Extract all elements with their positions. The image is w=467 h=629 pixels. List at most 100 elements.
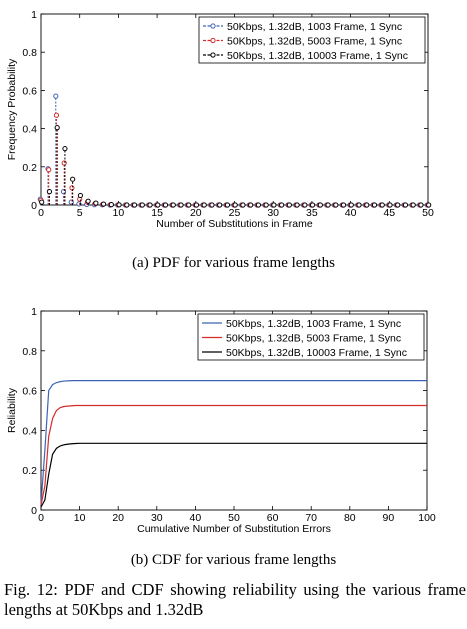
stem-marker (46, 167, 52, 173)
stem-marker (340, 202, 347, 208)
stem-marker (325, 202, 331, 208)
stem-marker (54, 125, 60, 131)
stem-marker (201, 202, 207, 208)
series-3 (40, 442, 427, 508)
legend-label: 50Kbps, 1.32dB, 5003 Frame, 1 Sync (226, 333, 401, 345)
stem-marker (193, 202, 200, 208)
cdf-chart: 0 10 20 30 40 50 60 70 80 90 100 0 0.2 0.4 0.6 0.8 1 Cumu… (6, 306, 436, 535)
stem-marker (410, 202, 416, 208)
legend-label: 50Kbps, 1.32dB, 1003 Frame, 1 Sync (226, 318, 401, 330)
x-tick-label: 40 (190, 512, 202, 524)
y-tick-label: 0.6 (22, 85, 37, 97)
x-tick-label: 0 (38, 512, 44, 524)
stem-marker (271, 202, 277, 208)
x-tick-label: 15 (151, 207, 163, 219)
series-line (40, 442, 427, 508)
y-tick-label: 0.8 (22, 346, 37, 358)
y-tick-label: 1 (31, 306, 37, 318)
y-tick-label: 0 (31, 505, 37, 517)
stem-marker (77, 192, 84, 199)
stem-marker (147, 202, 153, 208)
stem-marker (139, 202, 145, 208)
stem-marker (387, 202, 393, 208)
x-tick-label: 40 (345, 207, 357, 219)
legend-box (197, 313, 425, 361)
stem-marker (162, 202, 169, 208)
stem-marker (170, 202, 176, 208)
x-tick-label: 10 (113, 207, 125, 219)
stem-marker (101, 201, 107, 207)
y-tick-label: 0.4 (22, 124, 37, 136)
legend-label: 50Kbps, 1.32dB, 1003 Frame, 1 Sync (227, 21, 402, 33)
stem-marker (263, 202, 269, 208)
stem-marker (108, 202, 114, 208)
stem-marker (356, 202, 362, 208)
stem-marker (402, 202, 409, 208)
stem-marker (178, 202, 184, 208)
y-tick-label: 0.2 (22, 465, 37, 477)
stem-marker (240, 202, 246, 208)
stem-marker (371, 202, 378, 208)
stem-marker (232, 202, 238, 208)
stem-marker (46, 189, 53, 195)
y-tick-label: 0.6 (22, 386, 37, 398)
legend: 50Kbps, 1.32dB, 1003 Frame, 1 Sync 50Kbps… (197, 313, 425, 361)
stem-marker (426, 202, 432, 208)
x-tick-label: 50 (422, 207, 434, 219)
legend-box (198, 16, 426, 64)
y-tick-label: 1 (31, 9, 37, 21)
legend-label: 50Kbps, 1.32dB, 5003 Frame, 1 Sync (227, 36, 402, 48)
stem-marker (155, 202, 161, 208)
x-tick-label: 5 (77, 207, 83, 219)
stem-marker (53, 93, 59, 99)
x-tick-label: 70 (305, 512, 317, 524)
series-line (40, 404, 427, 506)
stem-marker (186, 202, 192, 208)
x-tick-label: 35 (306, 207, 318, 219)
stem-marker (93, 200, 99, 206)
y-tick-label: 0 (31, 200, 37, 212)
y-axis-title: Frequency Probability (6, 58, 18, 160)
legend-label: 50Kbps, 1.32dB, 10003 Frame, 1 Sync (226, 347, 407, 359)
x-tick-label: 30 (151, 512, 163, 524)
x-tick-label: 80 (344, 512, 356, 524)
legend-label: 50Kbps, 1.32dB, 10003 Frame, 1 Sync (227, 50, 408, 62)
stem-marker (61, 160, 67, 166)
pdf-chart: 0 5 10 15 20 25 30 35 40 45 50 0 0.2 0.4 0.6 0.8 1 Number… (6, 9, 434, 230)
y-tick-label: 0.8 (22, 47, 37, 59)
stem-marker (39, 199, 45, 205)
stem-marker (348, 202, 354, 208)
x-axis-title: Cumulative Number of Substitution Errors (137, 523, 331, 535)
legend-marker (210, 52, 216, 58)
stem-marker (53, 112, 60, 118)
stem-marker (395, 202, 401, 208)
stem-marker (85, 198, 91, 204)
series-2 (40, 404, 427, 506)
stem-marker (217, 202, 223, 208)
stem-marker (255, 202, 262, 208)
stem-marker (279, 202, 285, 208)
legend-marker (210, 23, 216, 29)
pdf-subcaption: (a) PDF for various frame lengths (132, 255, 335, 271)
stem-marker (70, 176, 76, 182)
stem-marker (294, 202, 300, 208)
stem-marker (69, 185, 75, 191)
stem-marker (310, 202, 316, 208)
stem-marker (116, 202, 122, 208)
stem-marker (209, 202, 215, 208)
figure-caption: Fig. 12: PDF and CDF showing reliability… (4, 580, 466, 619)
stem-marker (418, 202, 424, 208)
x-tick-label: 90 (383, 512, 395, 524)
stem-marker (224, 202, 231, 208)
series-line (40, 380, 427, 505)
x-tick-label: 0 (38, 207, 44, 219)
x-tick-label: 45 (383, 207, 395, 219)
x-tick-label: 20 (190, 207, 202, 219)
series-1 (40, 380, 427, 505)
y-tick-label: 0.2 (22, 162, 37, 174)
stem-marker (124, 202, 130, 208)
stem-marker (379, 202, 385, 208)
x-tick-label: 20 (112, 512, 124, 524)
x-tick-label: 30 (267, 207, 279, 219)
x-tick-label: 50 (228, 512, 240, 524)
